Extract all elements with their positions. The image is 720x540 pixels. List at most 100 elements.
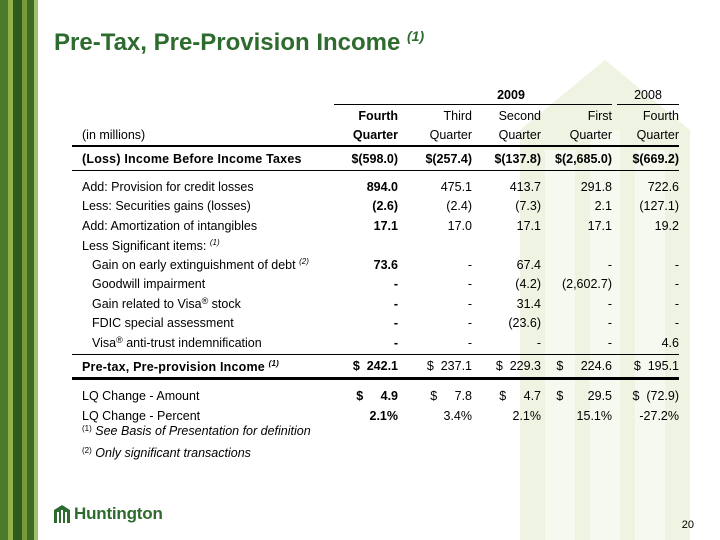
cell: (7.3) [515,199,541,214]
cell: (127.1) [639,199,679,214]
cell: 15.1% [576,408,612,423]
row-label: Add: Provision for credit losses [82,179,254,194]
table-row-section-heading: Less Significant items: (1) [72,236,682,256]
cell: $(669.2) [632,151,679,166]
cell: - [393,296,398,311]
row-label: Less: Securities gains (losses) [82,199,251,214]
footnote-2: (2) Only significant transactions [82,446,251,460]
table-row: Gain on early extinguishment of debt (2)… [72,255,682,275]
col-header-q4-2008: Fourth [642,108,679,123]
cell: $ 229.3 [495,359,541,373]
table-row: LQ Change - Percent 2.1% 3.4% 2.1% 15.1%… [72,406,682,426]
cell: 67.4 [516,257,541,272]
cell: 17.1 [373,218,398,233]
row-label: Less Significant items: (1) [82,237,220,253]
col-header-q4-2009: Fourth [358,108,398,123]
left-stripes-decoration [0,0,40,540]
cell: 31.4 [516,296,541,311]
cell: $ 7.8 [430,389,472,404]
huntington-logo: Huntington [54,504,163,524]
cell: 4.6 [661,335,679,350]
cell: $ 4.7 [499,389,541,404]
col-subheader: Quarter [429,127,472,142]
cell: (23.6) [508,316,541,331]
row-label: Gain on early extinguishment of debt (2) [92,257,309,273]
cell: - [607,257,612,272]
column-header-row-2: (in millions) Quarter Quarter Quarter Qu… [72,125,682,144]
page-number: 20 [681,519,694,531]
cell: (4.2) [515,277,541,292]
col-header-q2-2009: Second [498,108,541,123]
cell: - [467,257,472,272]
row-label: Goodwill impairment [92,277,206,292]
table-row-loss-income: (Loss) Income Before Income Taxes $(598.… [72,148,682,169]
table-row: Add: Provision for credit losses 894.0 4… [72,177,682,197]
cell: 413.7 [509,179,541,194]
row-label: (Loss) Income Before Income Taxes [82,151,302,166]
cell: $ 29.5 [556,389,612,404]
col-header-q1-2009: First [587,108,612,123]
row-label: LQ Change - Percent [82,408,201,423]
cell: - [467,277,472,292]
cell: 17.0 [447,218,472,233]
cell: - [607,316,612,331]
units-label: (in millions) [82,127,146,142]
year-2009-label: 2009 [497,88,525,102]
cell: 2.1% [369,408,399,423]
cell: $(257.4) [425,151,472,166]
table-row-pretax-preprovision: Pre-tax, Pre-provision Income (1) $ 242.… [72,356,682,377]
cell: 894.0 [366,179,398,194]
cell: - [393,277,398,292]
cell: - [467,296,472,311]
financial-table: 2009 2008 Fourth Third Second First Four… [72,86,682,426]
logo-text: Huntington [74,504,163,523]
cell: 475.1 [440,179,472,194]
col-subheader: Quarter [498,127,541,142]
cell: 722.6 [647,179,679,194]
cell: - [607,335,612,350]
row-label: Visa® anti-trust indemnification [92,335,262,351]
cell: $(598.0) [351,151,398,166]
table-row: Less: Securities gains (losses) (2.6) (2… [72,197,682,217]
row-label: LQ Change - Amount [82,389,200,404]
cell: $ 4.9 [356,389,398,404]
cell: - [467,335,472,350]
table-row: Gain related to Visa® stock - - 31.4 - - [72,294,682,314]
row-label: Add: Amortization of intangibles [82,218,258,233]
col-subheader: Quarter [636,127,679,142]
col-subheader: Quarter [352,127,398,142]
cell: $(137.8) [494,151,541,166]
cell: - [674,277,679,292]
cell: 2.1% [512,408,542,423]
cell: $(2,685.0) [555,151,612,166]
column-header-row-1: Fourth Third Second First Fourth [72,106,682,125]
col-subheader: Quarter [569,127,612,142]
table-row: LQ Change - Amount $ 4.9 $ 7.8 $ 4.7 $ 2… [72,387,682,407]
building-watermark-icon [520,60,690,540]
cell: 3.4% [443,408,473,423]
cell: - [674,296,679,311]
year-2008-label: 2008 [634,88,662,102]
cell: $ 237.1 [426,359,472,373]
cell: - [467,316,472,331]
cell: - [674,257,679,272]
cell: - [393,335,398,350]
cell: 2.1 [594,199,612,214]
year-header-row: 2009 2008 [72,86,682,104]
row-label: Pre-tax, Pre-provision Income (1) [82,358,280,374]
table-row: Goodwill impairment - - (4.2) (2,602.7) … [72,275,682,295]
page-title: Pre-Tax, Pre-Provision Income (1) [54,28,425,56]
table-row: FDIC special assessment - - (23.6) - - [72,314,682,334]
row-label: FDIC special assessment [92,316,234,331]
row-label: Gain related to Visa® stock [92,296,241,312]
cell: -27.2% [639,408,679,423]
cell: 17.1 [516,218,541,233]
huntington-logo-icon [54,505,70,523]
cell: $ 242.1 [352,359,398,373]
cell: $ 224.6 [556,359,612,373]
cell: - [536,335,541,350]
cell: (2.6) [372,199,398,214]
col-header-q3-2009: Third [443,108,472,123]
cell: - [607,296,612,311]
cell: - [674,316,679,331]
